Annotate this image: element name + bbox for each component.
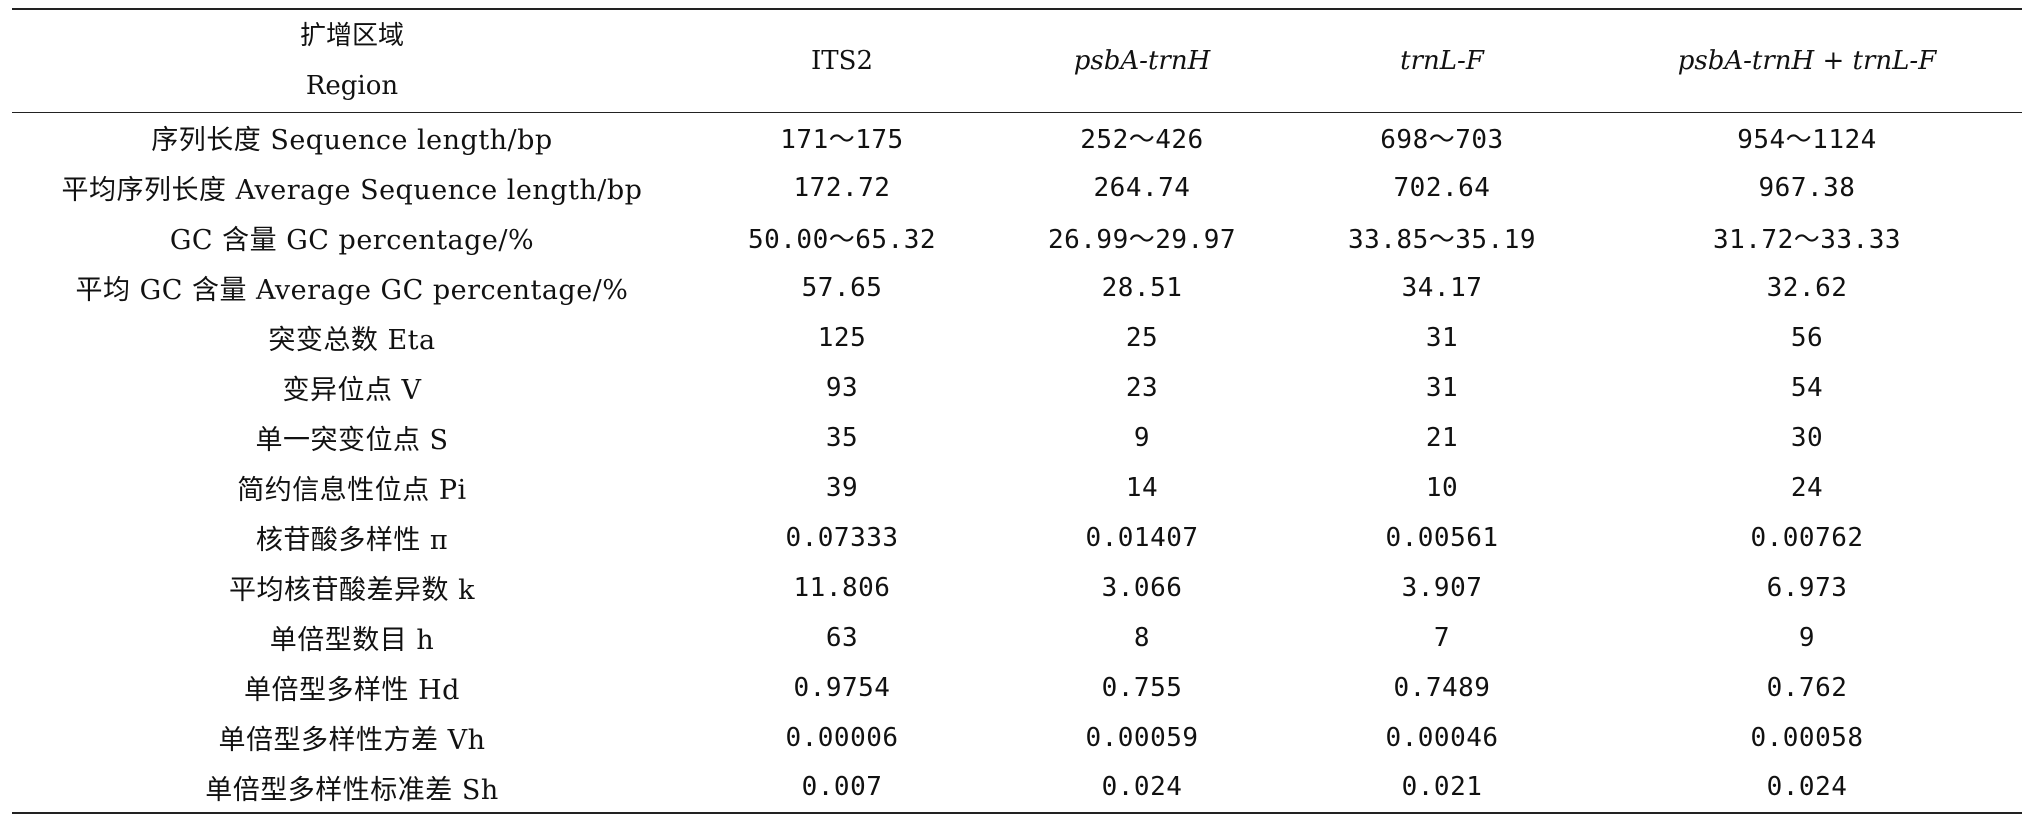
table-row: 序列长度 Sequence length/bp 171～175 252～426 698… (12, 113, 2022, 163)
row-label: 单倍型多样性 Hd (244, 675, 460, 706)
cell-value: 172.72 (793, 172, 891, 203)
table-row: 平均序列长度 Average Sequence length/bp 172.72 2… (12, 163, 2022, 213)
row-label: GC 含量 GC percentage/% (169, 225, 535, 256)
cell-value: 3.066 (1101, 572, 1183, 603)
cell-value: 0.07333 (785, 522, 899, 553)
header-psba-trnh: psbA-trnH (1073, 46, 1211, 76)
cell-value: 0.024 (1766, 772, 1848, 802)
cell-value: 0.00561 (1385, 522, 1499, 553)
table-row: 平均核苷酸差异数 k 11.806 3.066 3.907 6.973 (12, 563, 2022, 613)
table-row: 核苷酸多样性 π 0.07333 0.01407 0.00561 0.00762 (12, 513, 2022, 563)
cell-value: 28.51 (1101, 272, 1183, 303)
cell-value: 10 (1425, 472, 1459, 503)
cell-value: 0.00006 (785, 722, 899, 753)
cell-value: 23 (1125, 372, 1159, 403)
row-label: 变异位点 V (282, 375, 422, 406)
cell-value: 14 (1125, 472, 1159, 503)
header-its2: ITS2 (811, 46, 873, 76)
row-label: 单倍型数目 h (269, 625, 435, 656)
row-label: 核苷酸多样性 π (255, 525, 449, 556)
table-row: GC 含量 GC percentage/% 50.00～65.32 26.99～29… (12, 213, 2022, 263)
cell-value: 6.973 (1766, 572, 1848, 603)
cell-value: 0.9754 (793, 672, 891, 703)
cell-value: 26.99～29.97 (1047, 225, 1237, 255)
header-region-en: Region (305, 71, 399, 101)
cell-value: 24 (1790, 472, 1824, 503)
cell-value: 0.00059 (1085, 722, 1199, 753)
table-row: 单倍型多样性方差 Vh 0.00006 0.00059 0.00046 0.00058 (12, 713, 2022, 763)
cell-value: 33.85～35.19 (1347, 225, 1537, 255)
cell-value: 39 (825, 472, 859, 503)
cell-value: 11.806 (793, 572, 891, 603)
table-row: 单倍型数目 h 63 8 7 9 (12, 613, 2022, 663)
cell-value: 0.755 (1101, 672, 1183, 703)
table-row: 单倍型多样性 Hd 0.9754 0.755 0.7489 0.762 (12, 663, 2022, 713)
cell-value: 54 (1790, 372, 1824, 403)
cell-value: 0.7489 (1393, 672, 1491, 703)
cell-value: 171～175 (780, 125, 904, 156)
cell-value: 0.024 (1101, 772, 1183, 802)
cell-value: 7 (1433, 622, 1451, 653)
row-label: 单倍型多样性方差 Vh (218, 725, 486, 756)
cell-value: 252～426 (1080, 125, 1204, 156)
data-table-container: 扩增区域 Region ITS2 psbA-trnH trnL-F psbA-t… (12, 8, 2022, 814)
cell-value: 31 (1425, 322, 1459, 353)
row-label: 突变总数 Eta (268, 325, 436, 356)
header-region: 扩增区域 Region (12, 9, 692, 113)
cell-value: 9 (1133, 422, 1151, 453)
header-combined: psbA-trnH + trnL-F (1677, 46, 1937, 76)
table-row: 平均 GC 含量 Average GC percentage/% 57.65 28.… (12, 263, 2022, 313)
cell-value: 0.00762 (1750, 522, 1864, 553)
cell-value: 9 (1798, 622, 1816, 653)
cell-value: 56 (1790, 322, 1824, 353)
cell-value: 125 (817, 322, 867, 353)
row-label: 单一突变位点 S (255, 425, 449, 456)
cell-value: 30 (1790, 422, 1824, 453)
cell-value: 21 (1425, 422, 1459, 453)
row-label: 平均核苷酸差异数 k (229, 575, 475, 606)
cell-value: 0.00058 (1750, 722, 1864, 753)
cell-value: 50.00～65.32 (747, 225, 937, 255)
cell-value: 32.62 (1766, 272, 1848, 303)
cell-value: 0.762 (1766, 672, 1848, 703)
row-label: 平均 GC 含量 Average GC percentage/% (75, 275, 629, 306)
cell-value: 0.007 (801, 772, 883, 802)
cell-value: 93 (825, 372, 859, 403)
cell-value: 35 (825, 422, 859, 453)
cell-value: 0.01407 (1085, 522, 1199, 553)
cell-value: 264.74 (1093, 172, 1191, 203)
cell-value: 57.65 (801, 272, 883, 303)
header-row: 扩增区域 Region ITS2 psbA-trnH trnL-F psbA-t… (12, 9, 2022, 113)
cell-value: 3.907 (1401, 572, 1483, 603)
cell-value: 25 (1125, 322, 1159, 353)
cell-value: 698～703 (1380, 125, 1504, 156)
cell-value: 954～1124 (1737, 125, 1877, 156)
cell-value: 31.72～33.33 (1712, 225, 1902, 255)
header-region-cn: 扩增区域 (299, 21, 404, 51)
table-row: 简约信息性位点 Pi 39 14 10 24 (12, 463, 2022, 513)
table-row: 单倍型多样性标准差 Sh 0.007 0.024 0.021 0.024 (12, 763, 2022, 813)
table-row: 变异位点 V 93 23 31 54 (12, 363, 2022, 413)
row-label: 序列长度 Sequence length/bp (151, 125, 553, 157)
row-label: 单倍型多样性标准差 Sh (205, 774, 499, 806)
genetic-diversity-table: 扩增区域 Region ITS2 psbA-trnH trnL-F psbA-t… (12, 8, 2022, 814)
cell-value: 0.00046 (1385, 722, 1499, 753)
cell-value: 0.021 (1401, 772, 1483, 802)
table-row: 突变总数 Eta 125 25 31 56 (12, 313, 2022, 363)
table-header: 扩增区域 Region ITS2 psbA-trnH trnL-F psbA-t… (12, 9, 2022, 113)
cell-value: 702.64 (1393, 172, 1491, 203)
row-label: 平均序列长度 Average Sequence length/bp (61, 175, 643, 206)
cell-value: 8 (1133, 622, 1151, 653)
table-body: 序列长度 Sequence length/bp 171～175 252～426 698… (12, 113, 2022, 813)
row-label: 简约信息性位点 Pi (237, 475, 467, 506)
cell-value: 63 (825, 622, 859, 653)
table-row: 单一突变位点 S 35 9 21 30 (12, 413, 2022, 463)
header-trnl-f: trnL-F (1400, 46, 1484, 76)
cell-value: 34.17 (1401, 272, 1483, 303)
cell-value: 31 (1425, 372, 1459, 403)
cell-value: 967.38 (1758, 172, 1856, 203)
